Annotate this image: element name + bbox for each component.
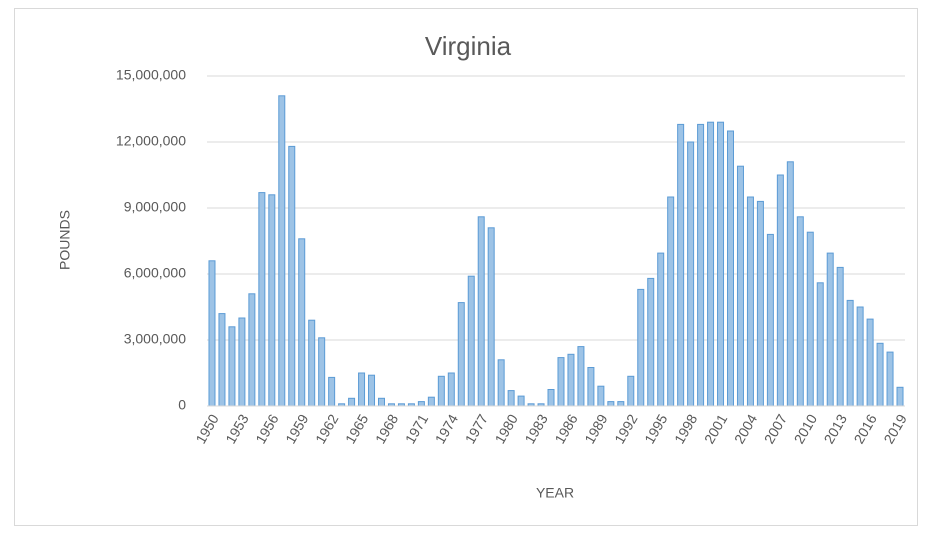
bar	[607, 401, 615, 407]
bar	[348, 397, 356, 407]
bar	[756, 200, 764, 407]
bar	[557, 357, 565, 407]
bar	[816, 282, 824, 407]
bar	[447, 372, 455, 407]
bar	[727, 130, 734, 407]
bar	[766, 233, 774, 407]
y-tick-label: 15,000,000	[116, 67, 186, 83]
bar	[487, 227, 495, 407]
bar	[826, 252, 834, 407]
bar	[896, 386, 904, 407]
bar	[218, 313, 226, 407]
bar	[368, 374, 376, 407]
bar	[278, 95, 286, 407]
bar	[687, 141, 695, 407]
bar	[866, 318, 874, 407]
bar	[657, 252, 665, 407]
bar	[358, 372, 366, 407]
y-tick-label: 0	[178, 397, 186, 413]
y-tick-label: 6,000,000	[124, 265, 186, 281]
x-axis-label: YEAR	[536, 485, 574, 501]
bar	[597, 385, 605, 407]
y-axis-label: POUNDS	[57, 210, 73, 270]
bar	[427, 396, 435, 407]
bar	[886, 351, 894, 407]
bar	[517, 395, 525, 407]
bar	[627, 375, 635, 407]
bar	[736, 165, 744, 407]
bar	[746, 196, 754, 407]
bar	[587, 367, 595, 407]
bar	[288, 145, 296, 407]
bar	[577, 346, 585, 407]
bar	[806, 231, 814, 407]
bar	[308, 319, 316, 407]
y-tick-label: 3,000,000	[124, 331, 186, 347]
bar	[637, 288, 645, 407]
y-tick-label: 9,000,000	[124, 199, 186, 215]
bar	[228, 326, 236, 407]
bar	[378, 397, 385, 407]
bar	[876, 342, 884, 407]
bar	[667, 196, 675, 407]
bar	[258, 192, 266, 407]
bar	[836, 266, 844, 407]
bar	[507, 390, 515, 407]
bar	[318, 337, 326, 407]
bar	[856, 306, 864, 407]
bar	[417, 401, 425, 407]
bar	[677, 123, 685, 407]
bar	[846, 299, 854, 407]
bar	[617, 401, 625, 407]
bar	[796, 216, 804, 407]
y-tick-label: 12,000,000	[116, 133, 186, 149]
chart-title: Virginia	[425, 31, 512, 61]
bar	[238, 317, 246, 407]
bar	[208, 260, 216, 407]
bar	[567, 353, 575, 407]
bar	[547, 389, 555, 407]
bar	[268, 194, 276, 407]
bar	[437, 375, 445, 407]
bar	[786, 161, 794, 407]
bar	[298, 238, 306, 407]
bar	[248, 293, 256, 407]
bar	[707, 121, 715, 407]
bar	[776, 174, 784, 407]
bar	[467, 275, 475, 407]
bar	[717, 121, 725, 407]
bar	[457, 302, 465, 407]
bar	[477, 216, 485, 407]
bar	[328, 376, 336, 407]
bar	[497, 359, 505, 407]
bar	[697, 123, 705, 407]
bar	[647, 277, 655, 407]
